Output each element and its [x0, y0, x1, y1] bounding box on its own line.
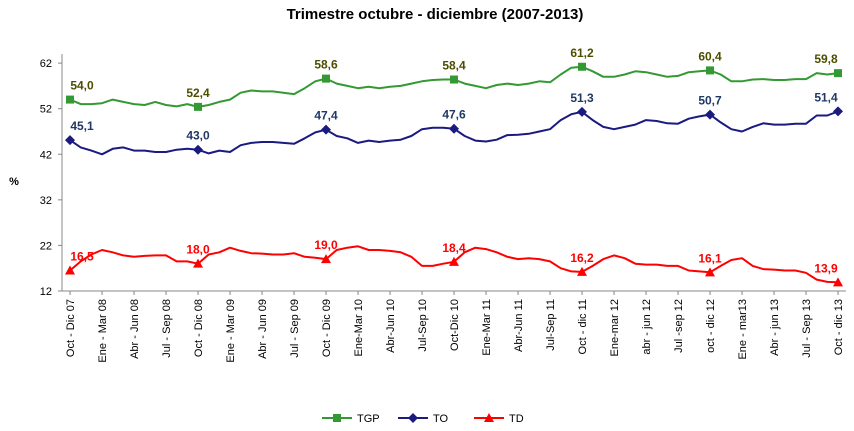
legend-label: TO — [433, 413, 449, 425]
x-tick-label: Ene - mar13 — [737, 299, 749, 360]
data-label: 50,7 — [698, 94, 722, 108]
x-tick-label: Oct - dic 11 — [577, 299, 589, 354]
data-label: 47,4 — [314, 109, 338, 123]
x-tick-label: Jul -sep 12 — [673, 299, 685, 353]
marker — [705, 267, 715, 277]
x-tick-label: Ene - Mar 09 — [225, 299, 237, 363]
marker — [321, 124, 331, 135]
x-tick-label: Ene-Mar 10 — [353, 299, 365, 356]
marker — [577, 106, 587, 117]
chart-title: Trimestre octubre - diciembre (2007-2013… — [287, 6, 584, 23]
marker — [449, 256, 459, 266]
marker — [449, 123, 459, 134]
x-tick-label: Ene - Mar 08 — [97, 299, 109, 363]
x-tick-label: Abr - Jun 08 — [129, 299, 141, 359]
y-axis-label: % — [9, 176, 19, 188]
x-tick-label: Oct - dic 13 — [833, 299, 845, 355]
marker — [834, 69, 842, 78]
x-tick-label: Jul-Sep 11 — [545, 299, 557, 351]
data-label: 45,1 — [70, 119, 94, 133]
marker — [577, 266, 587, 276]
marker — [833, 277, 843, 287]
x-tick-label: Abr - Jun 09 — [257, 299, 269, 359]
marker — [66, 95, 74, 104]
x-tick-label: Ene-Mar 11 — [481, 299, 493, 356]
y-tick-label: 22 — [40, 240, 52, 252]
marker — [578, 62, 586, 71]
marker — [408, 413, 418, 423]
data-label: 60,4 — [698, 49, 722, 63]
x-tick-label: Oct - Dic 08 — [193, 299, 205, 357]
x-tick-label: Jul - Sep 09 — [289, 299, 301, 358]
x-tick-label: Abr-Jun 11 — [513, 299, 525, 352]
marker — [322, 74, 330, 83]
data-label: 16,1 — [698, 251, 722, 265]
data-label: 19,0 — [314, 238, 338, 252]
series-line — [69, 65, 839, 108]
x-tick-label: Jul - Sep 13 — [801, 299, 813, 358]
legend-label: TD — [509, 413, 524, 425]
x-tick-label: Oct-Dic 10 — [449, 299, 461, 351]
marker — [194, 102, 202, 111]
data-label: 59,8 — [814, 52, 838, 66]
data-label: 61,2 — [570, 46, 594, 60]
marker — [321, 254, 331, 264]
y-tick-label: 42 — [40, 149, 52, 161]
data-label: 16,5 — [70, 249, 94, 263]
data-label: 51,4 — [814, 90, 838, 104]
marker — [450, 75, 458, 84]
marker — [65, 135, 75, 146]
marker — [193, 144, 203, 155]
x-tick-label: Jul-Sep 10 — [417, 299, 429, 352]
x-tick-label: Ene-mar 12 — [609, 299, 621, 356]
data-label: 43,0 — [186, 129, 210, 143]
data-label: 18,0 — [186, 243, 210, 257]
x-tick-label: Abr-Jun 10 — [385, 299, 397, 353]
data-label: 52,4 — [186, 86, 210, 100]
y-tick-label: 12 — [40, 286, 52, 298]
marker — [833, 106, 843, 117]
marker — [65, 265, 75, 275]
x-tick-label: Abr - jun 13 — [769, 299, 781, 356]
x-tick-label: Oct - Dic 09 — [321, 299, 333, 357]
data-label: 54,0 — [70, 79, 94, 93]
x-tick-label: Oct - Dic 07 — [65, 299, 77, 357]
y-tick-label: 52 — [40, 104, 52, 116]
marker — [705, 109, 715, 120]
legend-label: TGP — [357, 413, 380, 425]
data-label: 47,6 — [442, 108, 466, 122]
data-label: 13,9 — [814, 261, 838, 275]
y-tick-label: 62 — [40, 58, 52, 70]
marker — [193, 258, 203, 268]
marker — [706, 66, 714, 75]
y-tick-label: 32 — [40, 195, 52, 207]
data-label: 58,6 — [314, 58, 338, 72]
x-tick-label: Jul - Sep 08 — [161, 299, 173, 358]
marker — [333, 414, 341, 422]
x-tick-label: abr - jun 12 — [641, 299, 653, 355]
x-tick-label: oct - dic 12 — [705, 299, 717, 353]
data-label: 18,4 — [442, 241, 466, 255]
data-label: 51,3 — [570, 91, 594, 105]
marker — [484, 413, 494, 422]
data-label: 16,2 — [570, 251, 594, 265]
data-label: 58,4 — [442, 59, 466, 73]
